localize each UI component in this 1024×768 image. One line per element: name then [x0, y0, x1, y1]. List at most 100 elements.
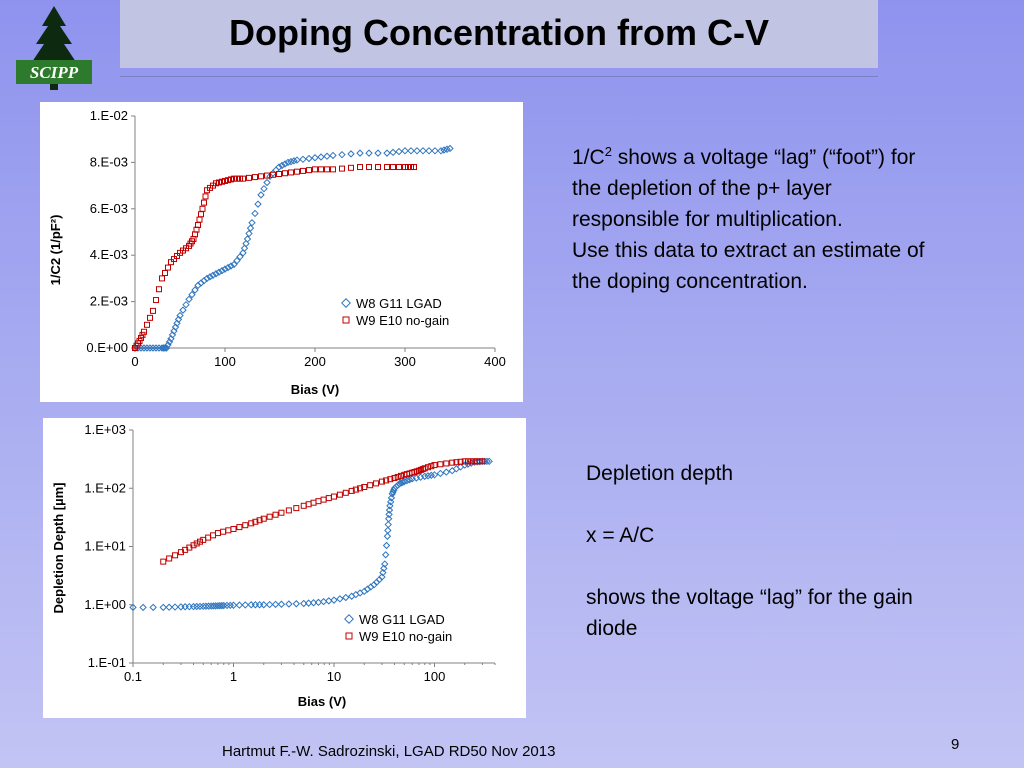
- data-point: [436, 469, 445, 478]
- data-point: [240, 175, 246, 182]
- data-point: [428, 463, 435, 470]
- data-point: [292, 600, 301, 608]
- data-point: [246, 224, 255, 232]
- data-point: [317, 153, 325, 161]
- data-point: [212, 270, 220, 278]
- page-title: Doping Concentration from C-V: [229, 12, 769, 53]
- data-point: [357, 485, 364, 492]
- data-point: [464, 458, 471, 465]
- data-point: [149, 344, 157, 352]
- chart1-legend-w8: W8 G11 LGAD: [356, 296, 442, 311]
- data-point: [384, 515, 393, 523]
- data-point: [199, 602, 207, 611]
- data-point: [457, 458, 464, 465]
- data-point: [251, 601, 260, 609]
- data-point: [312, 166, 318, 173]
- data-point: [479, 458, 486, 465]
- data-point: [264, 172, 270, 179]
- data-point: [139, 331, 146, 338]
- data-point: [384, 526, 392, 535]
- data-point: [221, 265, 229, 273]
- data-point: [199, 205, 206, 212]
- x-tick-label: 400: [484, 354, 506, 369]
- data-point: [384, 164, 390, 171]
- data-point: [236, 524, 243, 531]
- data-point: [270, 171, 276, 178]
- page-number: 9: [951, 736, 960, 753]
- data-point: [357, 164, 363, 171]
- depletion-title: Depletion depth: [586, 462, 734, 485]
- data-point: [277, 600, 286, 608]
- data-point: [272, 511, 279, 518]
- data-point: [190, 542, 197, 549]
- data-point: [242, 239, 250, 248]
- data-point: [160, 558, 167, 565]
- data-point: [389, 148, 397, 157]
- data-point: [230, 525, 237, 532]
- data-point: [300, 167, 306, 174]
- data-point: [203, 274, 211, 283]
- chart1-xlabel: Bias (V): [291, 382, 339, 397]
- data-point: [385, 510, 393, 519]
- data-point: [136, 338, 143, 345]
- x-tick-label: 0.1: [124, 669, 142, 684]
- data-point: [227, 262, 235, 270]
- x-tick-label: 0: [131, 354, 138, 369]
- data-point: [361, 484, 368, 491]
- data-point: [375, 575, 384, 584]
- data-point: [437, 147, 445, 155]
- data-point: [419, 147, 427, 155]
- data-point: [159, 275, 165, 282]
- data-point: [383, 149, 391, 157]
- data-point: [206, 273, 214, 281]
- data-point: [424, 472, 432, 480]
- y-tick-label: 0.E+00: [86, 340, 128, 355]
- data-point: [252, 518, 259, 525]
- data-point: [347, 150, 355, 158]
- data-point: [319, 597, 328, 606]
- y-tick-label: 1.E+01: [84, 539, 126, 554]
- y-tick-label: 1.E-01: [88, 655, 126, 670]
- data-point: [431, 462, 438, 469]
- inverse-capacitance-chart: 0 100 200 300 400 0.E+00 2.E-03 4.E-03 6.E-03 8.E…: [40, 102, 523, 402]
- data-point: [305, 154, 313, 163]
- data-point: [198, 211, 204, 218]
- data-point: [282, 170, 288, 177]
- data-point: [383, 477, 390, 484]
- cv-description: 1/C2 shows a voltage “lag” (“foot”) for …: [572, 136, 932, 297]
- data-point: [171, 603, 179, 611]
- x-tick-label: 100: [214, 354, 236, 369]
- data-point: [330, 493, 337, 500]
- data-point: [248, 520, 255, 527]
- y-tick-label: 1.E+03: [84, 422, 126, 437]
- title-band: [120, 0, 878, 68]
- data-point: [442, 468, 450, 476]
- depletion-depth-chart: 0.1 1 10 100 1.E-01 1.E+00 1.E+01 1.E+02 1.E+03 …: [43, 418, 526, 718]
- data-point: [188, 290, 196, 299]
- data-point: [338, 150, 346, 159]
- data-point: [260, 515, 267, 522]
- data-point: [367, 482, 374, 489]
- data-point: [370, 581, 378, 589]
- data-point: [202, 193, 209, 200]
- data-point: [287, 157, 295, 166]
- x-tick-label: 300: [394, 354, 416, 369]
- data-point: [325, 597, 333, 605]
- lag-explanation: shows a voltage “lag” (“foot”) for the d…: [572, 146, 916, 231]
- data-point: [260, 601, 268, 609]
- data-point: [200, 536, 207, 543]
- data-point: [179, 306, 187, 314]
- data-point: [149, 603, 157, 612]
- logo-text: SCIPP: [30, 63, 79, 82]
- data-point: [153, 297, 159, 304]
- data-point: [209, 271, 217, 280]
- data-point: [385, 506, 394, 514]
- data-point: [293, 156, 301, 164]
- data-point: [165, 264, 171, 271]
- data-point: [384, 520, 392, 529]
- data-point: [242, 522, 249, 529]
- data-point: [431, 147, 439, 155]
- data-point: [205, 534, 212, 541]
- depletion-note: shows the voltage “lag” for the gain dio…: [586, 586, 913, 640]
- cv-description-line2: Use this data to extract an estimate of …: [572, 239, 925, 293]
